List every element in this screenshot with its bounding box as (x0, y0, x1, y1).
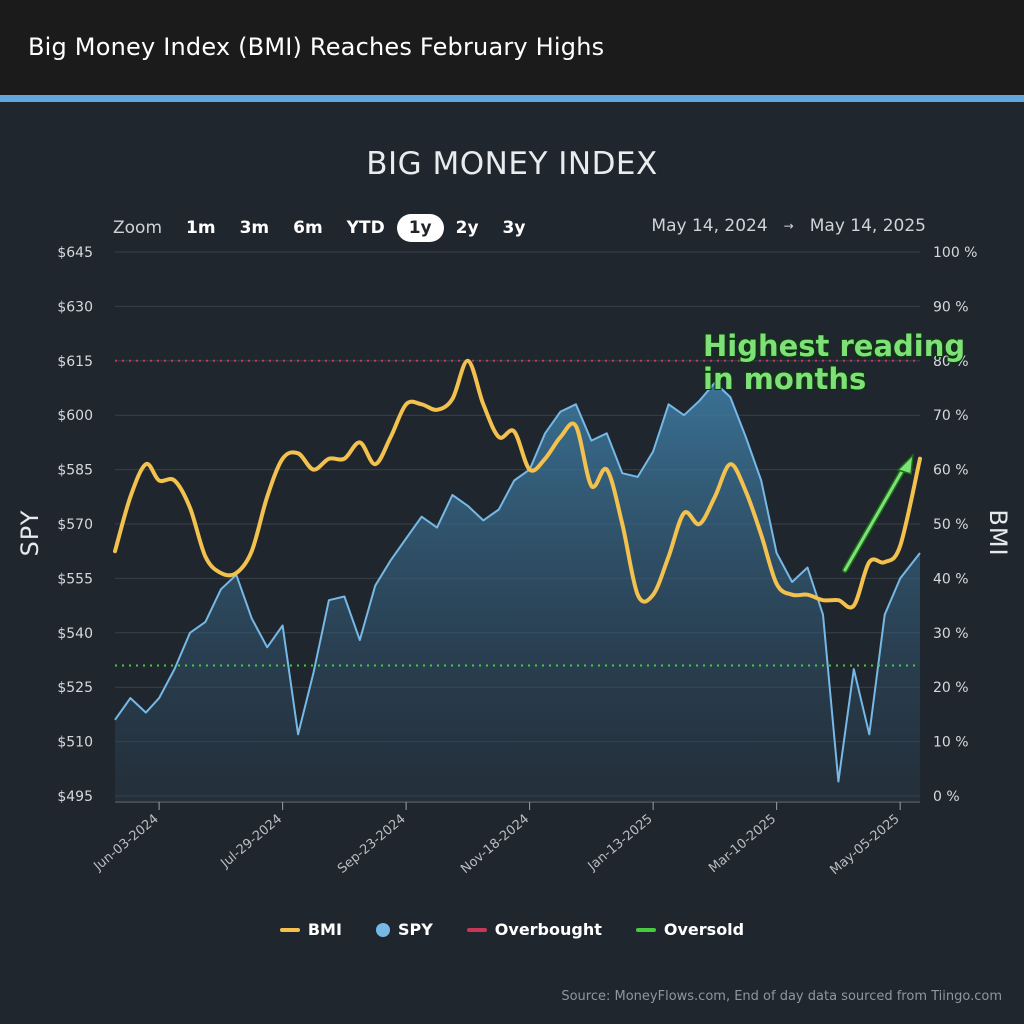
legend-item-spy[interactable]: SPY (375, 920, 433, 939)
legend-label-spy: SPY (397, 920, 433, 939)
legend-label-oversold: Oversold (663, 920, 745, 939)
y-tick-label-right: 10 % (933, 735, 969, 751)
spy-area (115, 382, 920, 802)
legend-swatch-spy (375, 922, 390, 937)
x-tick-label: Jul-29-2024 (218, 812, 286, 872)
y-tick-label-right: 100 % (933, 245, 977, 261)
zoom-2y-button[interactable]: 2y (455, 218, 479, 238)
zoom-1y-button[interactable]: 1y (396, 214, 444, 242)
zoom-3y-button[interactable]: 3y (502, 218, 526, 238)
range-start-date[interactable]: May 14, 2024 (651, 216, 768, 236)
y-tick-label-left: $525 (57, 680, 93, 696)
annotation-callout: Highest reading in months (703, 329, 966, 397)
date-range: May 14, 2024 → May 14, 2025 (651, 216, 926, 236)
zoom-1m-button[interactable]: 1m (186, 218, 216, 238)
range-end-date[interactable]: May 14, 2025 (809, 216, 926, 236)
y-tick-label-right: 30 % (933, 626, 969, 642)
legend-item-overbought[interactable]: Overbought (466, 920, 602, 939)
y-tick-label-right: 50 % (933, 517, 969, 533)
page-headline: Big Money Index (BMI) Reaches February H… (28, 33, 605, 61)
annotation-line-1: Highest reading (703, 329, 966, 363)
y-tick-label-right: 40 % (933, 571, 969, 587)
y-tick-label-left: $570 (57, 517, 93, 533)
zoom-ytd-button[interactable]: YTD (346, 218, 385, 238)
zoom-controls: Zoom 1m 3m 6m YTD 1y 2y 3y (113, 214, 537, 242)
legend-swatch-overbought (466, 927, 487, 932)
y-tick-label-left: $510 (57, 735, 93, 751)
legend-item-oversold[interactable]: Oversold (635, 920, 745, 939)
bmi-line (113, 358, 922, 610)
legend-swatch-bmi (279, 927, 300, 932)
y-tick-label-right: 0 % (933, 789, 960, 805)
y-tick-label-right: 90 % (933, 299, 969, 315)
y-tick-label-left: $615 (57, 354, 93, 370)
zoom-6m-button[interactable]: 6m (293, 218, 323, 238)
y-tick-label-left: $600 (57, 408, 93, 424)
chart-title: BIG MONEY INDEX (366, 146, 658, 182)
x-tick-label: Nov-18-2024 (458, 812, 532, 878)
x-tick-label: Mar-10-2025 (706, 812, 779, 877)
legend-item-bmi[interactable]: BMI (279, 920, 342, 939)
legend-swatch-oversold (635, 927, 656, 932)
y-tick-label-left: $630 (57, 299, 93, 315)
range-arrow-icon: → (783, 219, 794, 233)
header-accent-line (0, 95, 1024, 102)
y-tick-label-left: $495 (57, 789, 93, 805)
zoom-3m-button[interactable]: 3m (239, 218, 270, 238)
zoom-label: Zoom (113, 218, 163, 238)
annotation-arrow (843, 464, 907, 572)
annotation-line-2: in months (703, 362, 867, 397)
y-tick-label-right: 20 % (933, 680, 969, 696)
y-tick-label-right: 80 % (933, 354, 969, 370)
chart-legend: BMI SPY Overbought Oversold (0, 920, 1024, 939)
y-tick-label-right: 70 % (933, 408, 969, 424)
x-tick-label: Jun-03-2024 (91, 812, 162, 875)
x-tick-label: Sep-23-2024 (335, 812, 409, 877)
annotation-arrowhead-icon (896, 452, 914, 475)
y-tick-label-left: $645 (57, 245, 93, 261)
source-note: Source: MoneyFlows.com, End of day data … (561, 989, 1002, 1004)
legend-label-bmi: BMI (307, 920, 342, 939)
header-bar: Big Money Index (BMI) Reaches February H… (0, 0, 1024, 95)
x-tick-label: May-05-2025 (827, 812, 902, 879)
y-tick-label-right: 60 % (933, 463, 969, 479)
y-tick-label-left: $555 (57, 571, 93, 587)
y-tick-label-left: $585 (57, 463, 93, 479)
y-tick-label-left: $540 (57, 626, 93, 642)
x-tick-label: Jan-13-2025 (585, 812, 656, 875)
spy-line (114, 381, 921, 783)
legend-label-overbought: Overbought (494, 920, 602, 939)
